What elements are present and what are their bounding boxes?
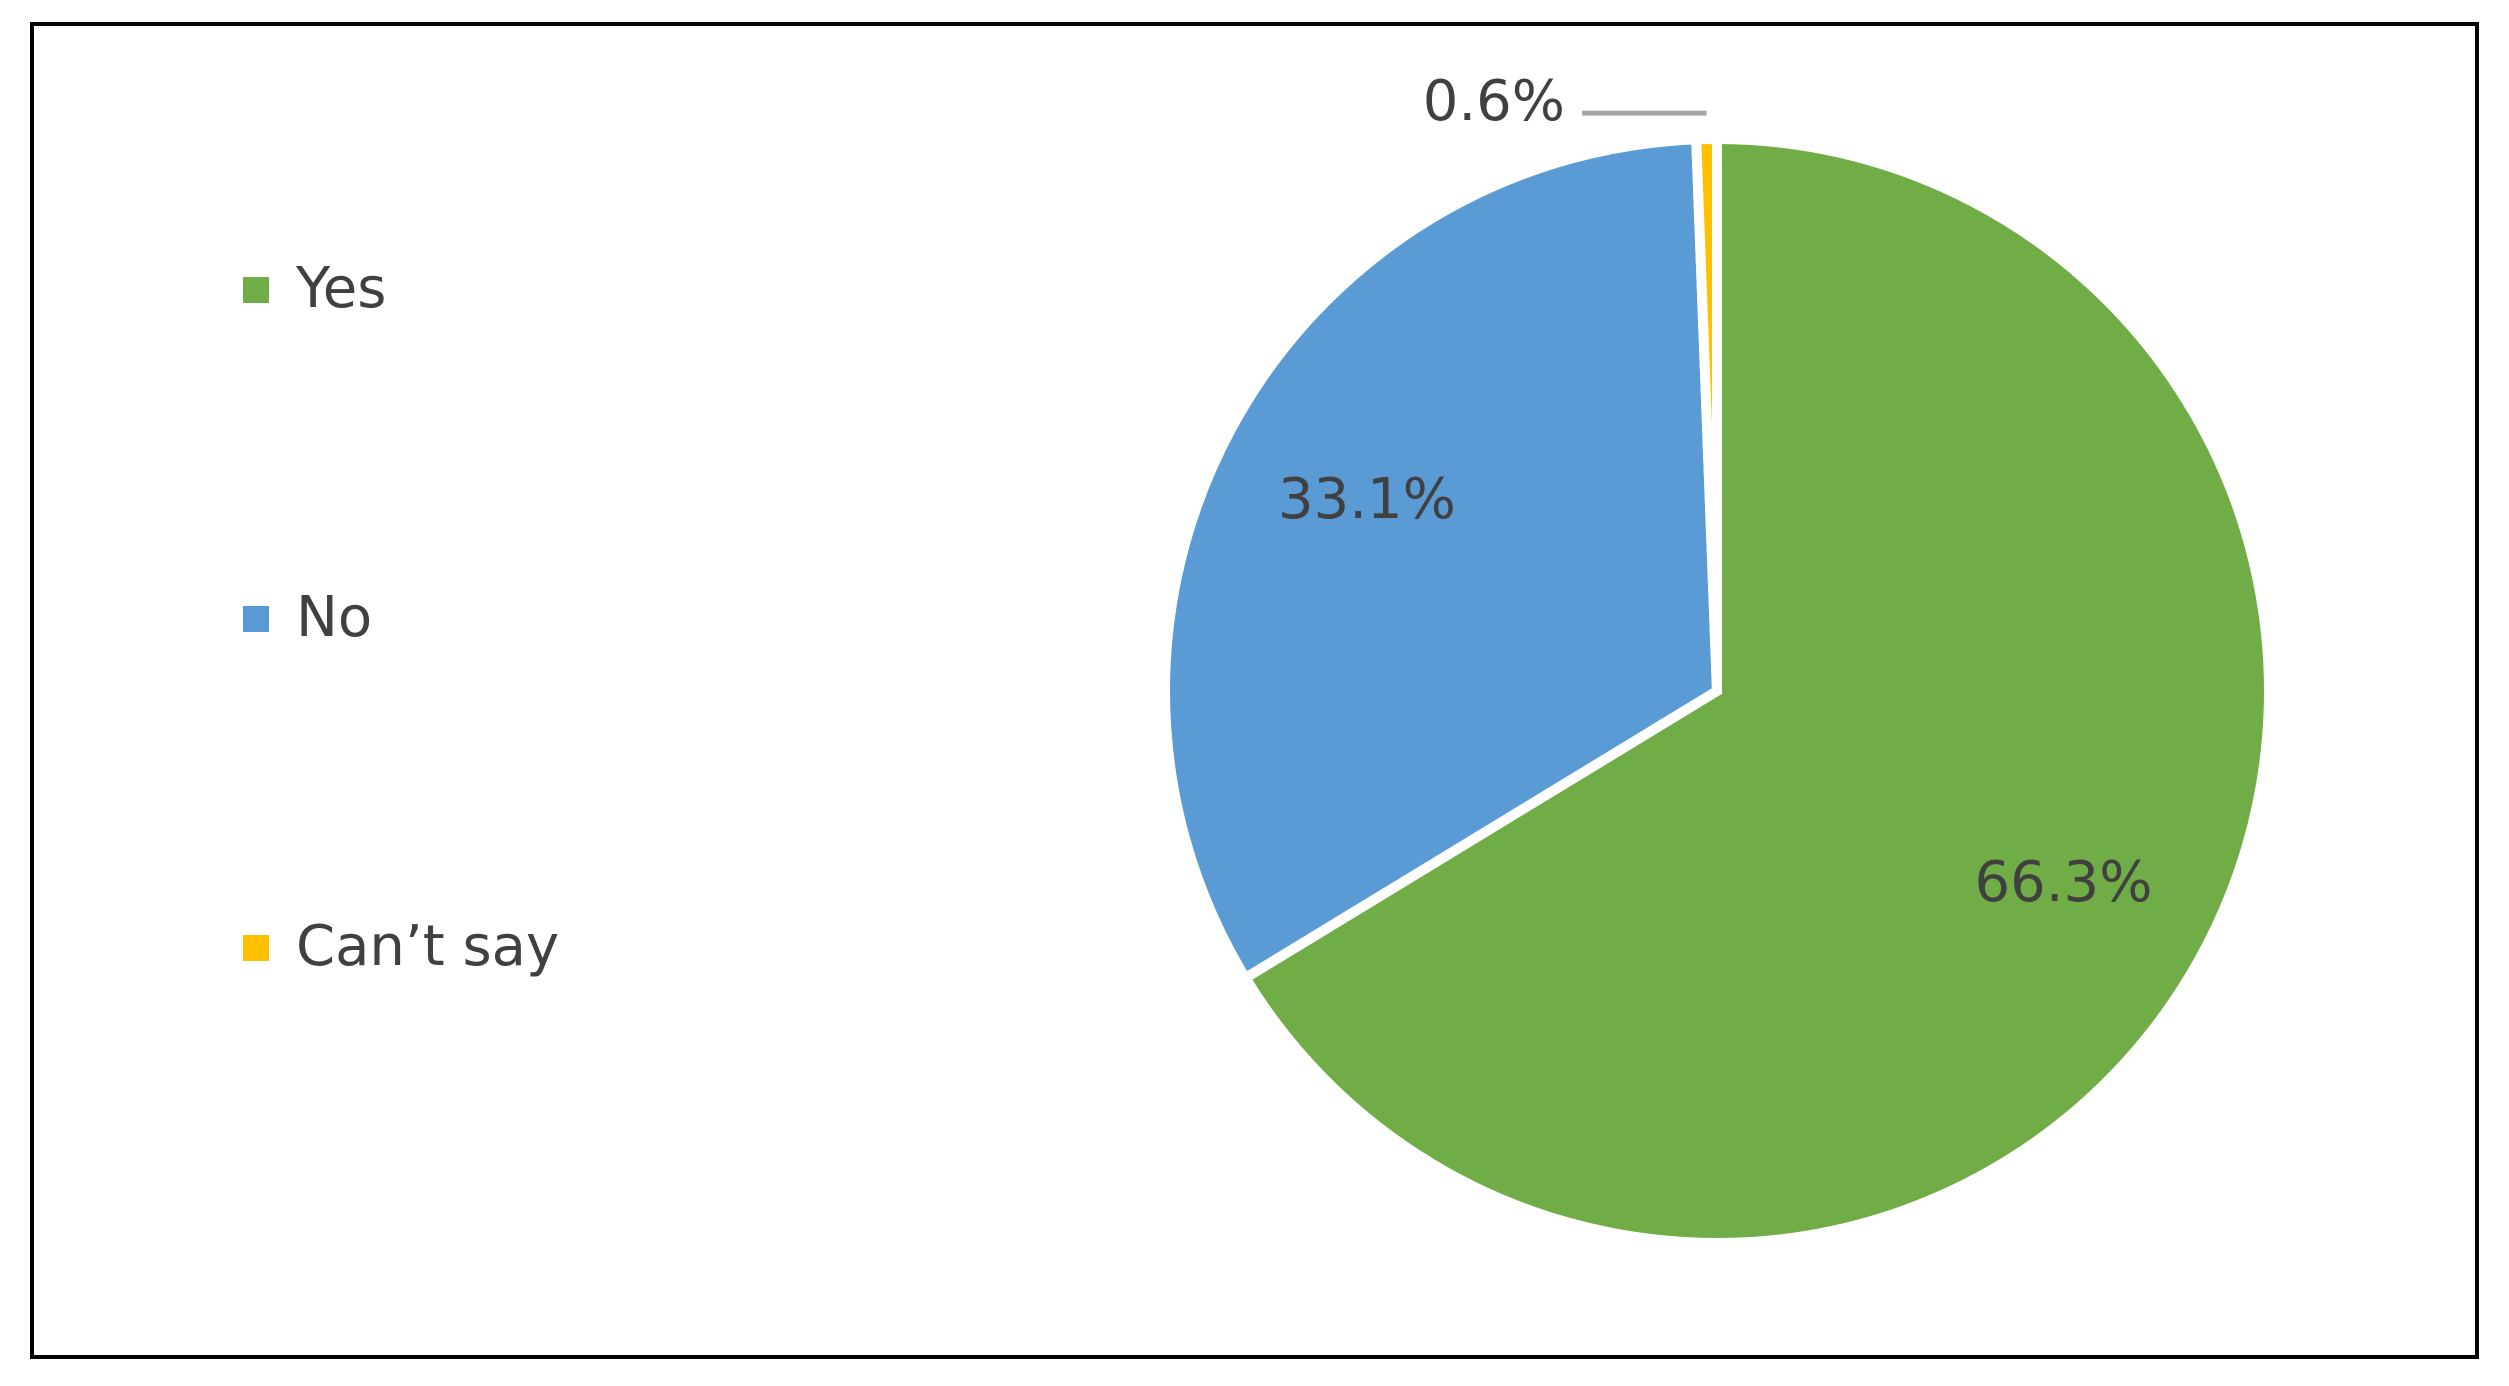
- legend-label: Yes: [295, 256, 386, 321]
- legend-label: Can’t say: [296, 914, 559, 979]
- pie-slice: [1691, 133, 1722, 692]
- data-label: 0.6%: [1423, 69, 1565, 134]
- data-label: 33.1%: [1278, 467, 1456, 532]
- legend-marker: [243, 277, 269, 303]
- pie-slice: [1238, 133, 2274, 1248]
- legend-label: No: [296, 585, 372, 650]
- legend-marker: [243, 606, 269, 632]
- pie-slice: [1160, 134, 1723, 985]
- data-label: 66.3%: [1975, 850, 2153, 915]
- legend-marker: [243, 935, 269, 961]
